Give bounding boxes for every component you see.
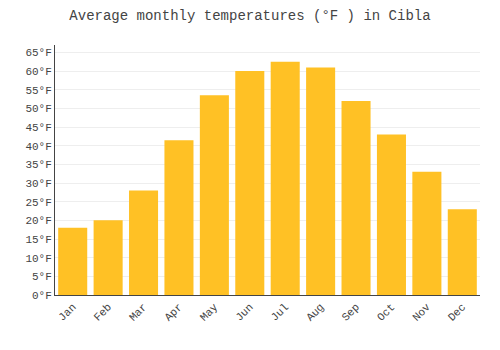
svg-text:15°F: 15°F — [25, 234, 51, 246]
svg-text:55°F: 55°F — [25, 85, 51, 97]
svg-text:Oct: Oct — [375, 301, 397, 323]
svg-text:Jan: Jan — [56, 301, 78, 323]
svg-text:Apr: Apr — [162, 301, 184, 323]
svg-text:25°F: 25°F — [25, 197, 51, 209]
svg-text:5°F: 5°F — [32, 271, 52, 283]
svg-text:65°F: 65°F — [25, 47, 51, 59]
svg-text:Average monthly temperatures (: Average monthly temperatures (°F ) in Ci… — [69, 8, 430, 24]
svg-text:45°F: 45°F — [25, 122, 51, 134]
svg-text:Jul: Jul — [269, 301, 291, 323]
svg-text:20°F: 20°F — [25, 215, 51, 227]
svg-text:30°F: 30°F — [25, 178, 51, 190]
svg-text:60°F: 60°F — [25, 66, 51, 78]
svg-text:Aug: Aug — [304, 301, 326, 323]
svg-text:Mar: Mar — [127, 301, 149, 323]
svg-text:Sep: Sep — [340, 301, 362, 323]
svg-text:Feb: Feb — [92, 301, 114, 323]
svg-text:10°F: 10°F — [25, 253, 51, 265]
svg-text:0°F: 0°F — [32, 290, 52, 302]
svg-text:Dec: Dec — [446, 301, 468, 323]
svg-text:Jun: Jun — [233, 301, 255, 323]
svg-text:50°F: 50°F — [25, 103, 51, 115]
svg-text:40°F: 40°F — [25, 141, 51, 153]
svg-text:35°F: 35°F — [25, 159, 51, 171]
svg-text:May: May — [198, 301, 221, 324]
svg-text:Nov: Nov — [410, 301, 433, 324]
